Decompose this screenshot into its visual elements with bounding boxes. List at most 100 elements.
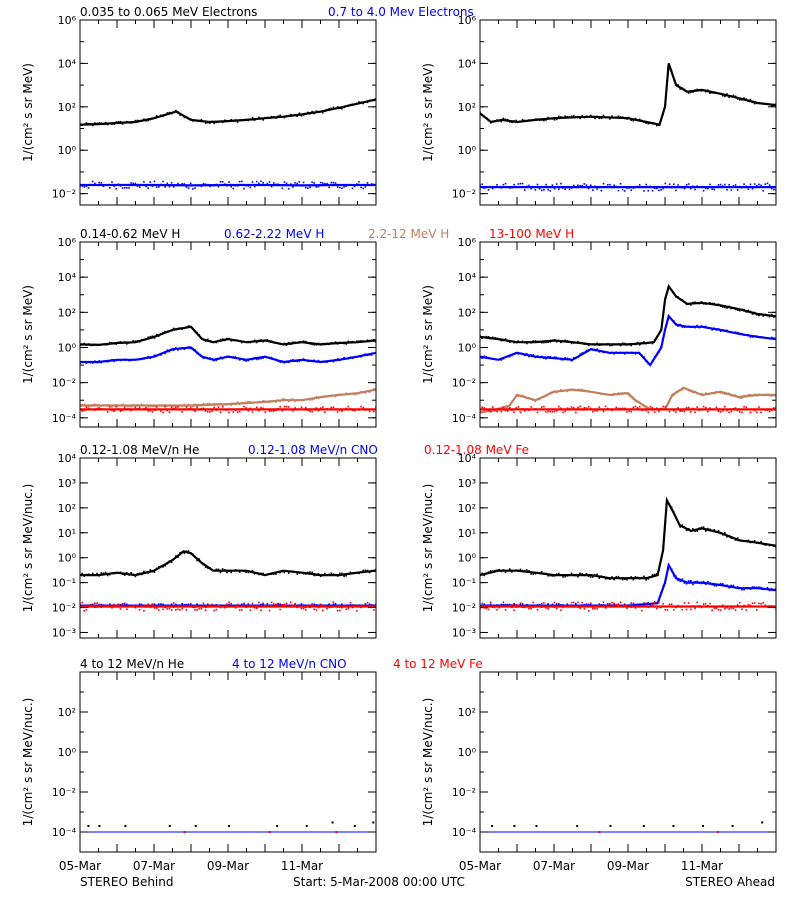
data-point [362, 406, 365, 409]
data-point [538, 605, 541, 608]
data-point [185, 406, 188, 408]
data-point [290, 183, 292, 185]
data-point [155, 354, 158, 357]
data-point [126, 405, 128, 407]
data-point [481, 572, 483, 575]
data-point [368, 391, 371, 393]
data-point [643, 602, 645, 605]
data-point [136, 407, 139, 410]
data-point [641, 403, 643, 406]
data-point [579, 388, 581, 391]
data-point [589, 184, 592, 187]
y-tick-label: 10⁰ [458, 144, 477, 157]
data-point [489, 337, 492, 340]
data-point [606, 407, 609, 410]
y-tick-label: 10⁴ [58, 452, 77, 465]
y-tick-label: 10⁻¹ [52, 577, 76, 590]
data-point [666, 609, 669, 611]
data-point [104, 408, 107, 411]
data-point [549, 574, 552, 577]
data-point [575, 342, 577, 344]
data-point [534, 400, 537, 403]
data-point [121, 123, 124, 125]
data-point [672, 511, 675, 513]
data-point [166, 182, 169, 185]
data-point [351, 103, 354, 106]
data-point [304, 609, 307, 611]
data-point [251, 340, 254, 343]
data-point [89, 408, 92, 411]
data-point [726, 409, 728, 412]
data-point [519, 603, 522, 606]
data-point [200, 118, 203, 121]
data-point [511, 121, 513, 124]
data-point [317, 359, 320, 362]
data-point [719, 582, 722, 585]
data-point [162, 603, 164, 606]
data-point [549, 341, 552, 343]
data-point [255, 358, 258, 361]
data-point [247, 119, 250, 122]
data-point [332, 106, 335, 109]
data-point [341, 572, 343, 575]
data-point [168, 330, 171, 333]
data-point [543, 604, 545, 607]
data-point [589, 390, 592, 393]
data-point [506, 410, 509, 412]
data-point [732, 607, 735, 610]
data-point [760, 411, 762, 414]
legend-entry: 0.7 to 4.0 Mev Electrons [328, 5, 474, 19]
series-red [183, 831, 338, 833]
data-point [307, 111, 309, 114]
data-point [204, 410, 207, 412]
data-point [489, 410, 492, 412]
data-point [704, 392, 707, 394]
data-point [489, 185, 492, 188]
data-point [315, 574, 318, 577]
data-point [758, 406, 760, 408]
data-point [504, 571, 507, 574]
data-point [373, 569, 375, 572]
data-point [302, 408, 305, 411]
data-point [249, 609, 252, 611]
data-point [732, 307, 735, 309]
data-point [643, 121, 645, 124]
data-point [368, 99, 371, 102]
data-point [211, 341, 213, 343]
data-point [602, 604, 605, 606]
data-point [602, 576, 605, 578]
data-point [683, 88, 686, 91]
data-point [238, 571, 241, 573]
data-point [730, 607, 733, 609]
data-point [651, 189, 654, 192]
data-point [647, 122, 650, 125]
data-point [532, 186, 535, 189]
data-point [264, 355, 267, 358]
data-point [319, 111, 322, 113]
data-point [130, 405, 132, 408]
data-point [613, 392, 615, 395]
plot-frame [479, 241, 777, 428]
y-axis-label: 1/(cm² s sr MeV/nuc.) [421, 698, 435, 827]
data-point [509, 121, 511, 123]
data-point [700, 301, 703, 303]
data-point [756, 335, 758, 337]
data-point [609, 603, 611, 606]
data-point [309, 410, 311, 413]
data-point [513, 609, 515, 612]
data-point [313, 574, 316, 577]
data-point [572, 184, 575, 187]
data-point [598, 831, 601, 833]
data-point [672, 320, 675, 322]
data-point [275, 603, 277, 606]
data-point [526, 185, 528, 188]
data-point [153, 409, 156, 412]
data-point [753, 540, 756, 542]
data-point [149, 409, 152, 412]
data-point [615, 576, 618, 578]
data-point [206, 411, 209, 413]
data-point [662, 405, 664, 408]
data-point [766, 337, 769, 339]
data-point [647, 602, 650, 604]
data-point [292, 358, 294, 361]
